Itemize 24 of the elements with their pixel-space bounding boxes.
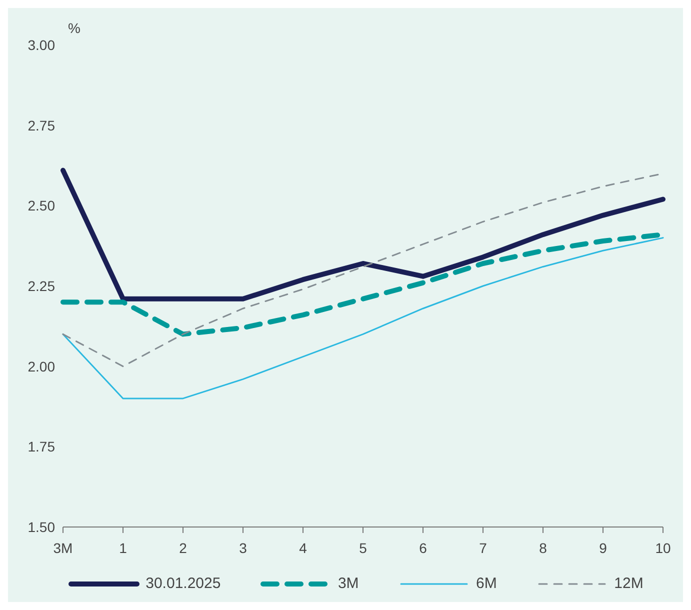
x-tick-label: 3 [239, 540, 248, 556]
x-tick-label: 9 [599, 540, 608, 556]
y-tick-label: 2.25 [28, 278, 56, 294]
x-tick-label: 4 [299, 540, 308, 556]
x-tick-label: 7 [479, 540, 488, 556]
y-tick-label: 2.50 [28, 198, 56, 214]
legend-label: 6M [475, 575, 497, 592]
line-series [62, 237, 664, 400]
y-tick-label: 3.00 [28, 36, 56, 53]
x-tick-label: 5 [359, 540, 368, 556]
y-axis-title: % [68, 20, 80, 36]
x-tick-label: 1 [119, 540, 128, 556]
x-tick-label: 8 [539, 540, 548, 556]
x-tick-label: 2 [179, 540, 188, 556]
x-tick-label: 3M [53, 540, 73, 556]
x-tick-label: 6 [419, 540, 428, 556]
y-tick-label: 2.75 [28, 117, 56, 134]
y-tick-label: 1.50 [28, 518, 56, 535]
legend-label: 30.01.2025 [144, 575, 221, 592]
y-tick-label: 1.75 [28, 438, 56, 455]
legend-label: 3M [336, 575, 359, 592]
x-tick-label: 10 [655, 540, 671, 556]
y-tick-label: 2.00 [28, 358, 56, 374]
legend-label: 12M [613, 575, 644, 592]
